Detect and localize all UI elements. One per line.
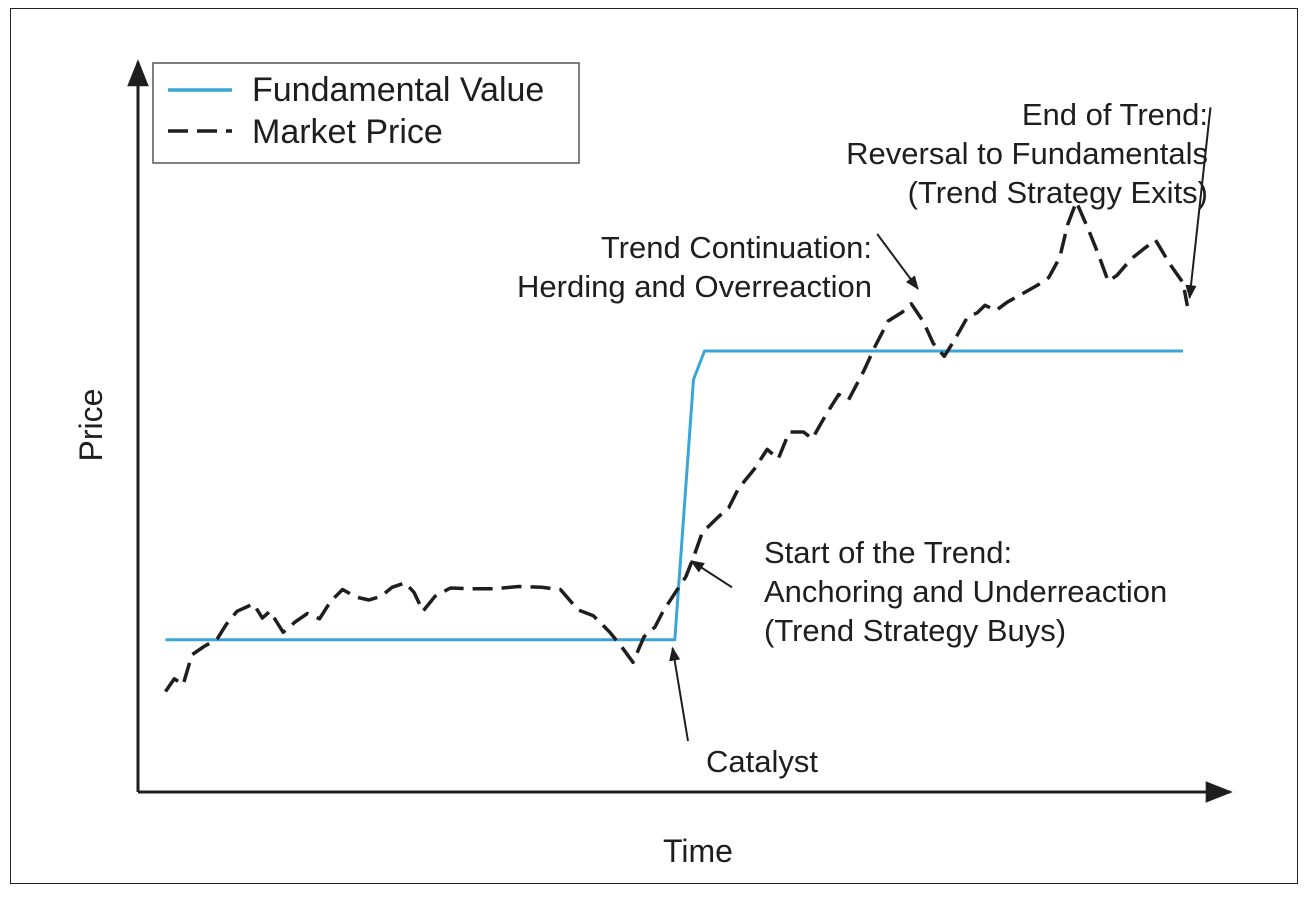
series-layer bbox=[164, 200, 1190, 693]
annotation-text-line: Catalyst bbox=[706, 744, 818, 779]
legend-label-fundamental-value: Fundamental Value bbox=[252, 71, 544, 109]
x-axis-label: Time bbox=[663, 833, 733, 869]
series-line-fundamental bbox=[165, 349, 1183, 642]
annotation-text-line: Start of the Trend: bbox=[764, 535, 1012, 570]
annotation-arrow bbox=[1185, 107, 1212, 300]
legend-box bbox=[152, 62, 580, 164]
annotation-text-line: Trend Continuation: bbox=[601, 230, 872, 265]
legend: Fundamental Value Market Price bbox=[152, 62, 580, 164]
annotation-layer: Catalyst Start of the Trend: Anchoring and… bbox=[517, 97, 1212, 779]
annotation-start-of-trend: Start of the Trend: Anchoring and Underre… bbox=[690, 535, 1167, 648]
annotation-trend-continuation: Trend Continuation: Herding and Overreact… bbox=[517, 230, 919, 304]
annotation-text-line: (Trend Strategy Buys) bbox=[764, 613, 1066, 648]
annotation-text-line: (Trend Strategy Exits) bbox=[908, 175, 1208, 210]
annotation-arrow bbox=[690, 560, 733, 589]
annotation-text-line: Anchoring and Underreaction bbox=[764, 574, 1167, 609]
annotation-text-line: Herding and Overreaction bbox=[517, 269, 872, 304]
annotation-arrow bbox=[669, 646, 689, 742]
series-line-market bbox=[164, 200, 1190, 693]
annotation-text-line: End of Trend: bbox=[1022, 97, 1208, 132]
annotation-arrow bbox=[876, 233, 919, 290]
annotation-catalyst: Catalyst bbox=[669, 646, 818, 779]
annotation-text-line: Reversal to Fundamentals bbox=[846, 136, 1208, 171]
legend-label-market-price: Market Price bbox=[252, 113, 443, 151]
annotation-end-of-trend: End of Trend: Reversal to Fundamentals (Tr… bbox=[846, 97, 1212, 300]
y-axis-label: Price bbox=[73, 389, 109, 462]
